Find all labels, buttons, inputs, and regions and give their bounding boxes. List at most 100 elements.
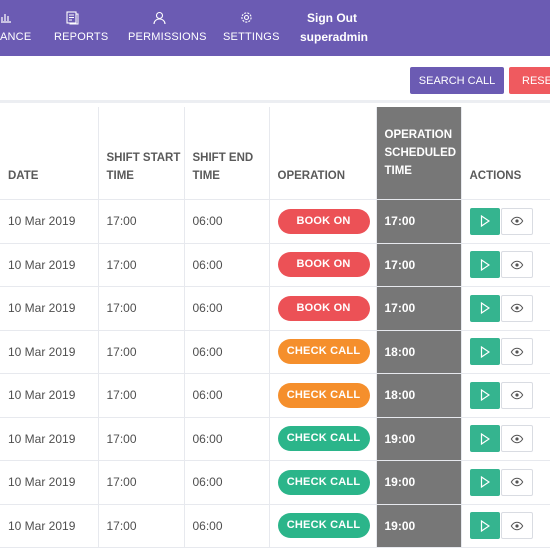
cell-operation: CHECK CALL: [269, 330, 377, 374]
cell-date: 10 Mar 2019: [0, 417, 99, 461]
cell-operation-scheduled-time: 17:00: [376, 199, 462, 244]
play-button[interactable]: [469, 468, 500, 496]
table-row: 10 Mar 2019 17:00 06:00 CHECK CALL 19:00: [0, 460, 550, 505]
operation-badge: CHECK CALL: [277, 339, 370, 365]
cell-shift-end: 06:00: [184, 373, 270, 418]
sign-out-area: Sign Out superadmin: [300, 0, 368, 56]
cell-operation: BOOK ON: [269, 243, 377, 287]
operation-badge: CHECK CALL: [277, 513, 370, 539]
operation-badge: BOOK ON: [277, 208, 370, 234]
nav-label-permissions: PERMISSIONS: [128, 31, 207, 43]
nav-item-settings[interactable]: SETTINGS: [223, 0, 279, 56]
sign-out-link[interactable]: Sign Out: [307, 11, 357, 25]
cell-shift-end: 06:00: [184, 286, 270, 331]
cell-date: 10 Mar 2019: [0, 243, 99, 287]
play-button[interactable]: [469, 294, 500, 322]
cell-shift-start: 17:00: [98, 417, 185, 461]
header-operation-scheduled-time: OPERATION SCHEDULED TIME: [376, 107, 462, 200]
header-operation: OPERATION: [269, 107, 377, 200]
cell-operation: CHECK CALL: [269, 417, 377, 461]
cell-shift-end: 06:00: [184, 460, 270, 505]
bar-chart-icon: [0, 11, 14, 25]
cell-operation: CHECK CALL: [269, 460, 377, 505]
view-button[interactable]: [500, 512, 533, 540]
view-button[interactable]: [500, 468, 533, 496]
nav-label-performance: ANCE: [0, 31, 32, 43]
document-icon: [66, 11, 80, 25]
cell-shift-end: 06:00: [184, 417, 270, 461]
header-shift-end: SHIFT END TIME: [184, 107, 270, 200]
play-button[interactable]: [469, 512, 500, 540]
cell-shift-end: 06:00: [184, 199, 270, 244]
cell-shift-start: 17:00: [98, 460, 185, 505]
cell-actions: [461, 199, 550, 244]
cell-operation-scheduled-time: 17:00: [376, 243, 462, 287]
view-button[interactable]: [500, 207, 533, 235]
operation-badge: CHECK CALL: [277, 469, 370, 495]
nav-label-settings: SETTINGS: [223, 31, 280, 43]
cell-operation-scheduled-time: 18:00: [376, 330, 462, 374]
top-nav-bar: ANCE REPORTS PERMISSIONS SETTINGS Sign O…: [0, 0, 550, 56]
cell-date: 10 Mar 2019: [0, 199, 99, 244]
cell-actions: [461, 243, 550, 287]
cell-shift-start: 17:00: [98, 373, 185, 418]
play-button[interactable]: [469, 425, 500, 453]
cell-shift-start: 17:00: [98, 243, 185, 287]
cell-shift-start: 17:00: [98, 199, 185, 244]
cell-actions: [461, 330, 550, 374]
operation-badge: CHECK CALL: [277, 426, 370, 452]
search-call-button[interactable]: SEARCH CALL: [410, 67, 504, 94]
view-button[interactable]: [500, 381, 533, 409]
header-actions: ACTIONS: [461, 107, 550, 200]
cell-shift-end: 06:00: [184, 504, 270, 548]
cell-actions: [461, 373, 550, 418]
gear-icon: [240, 11, 254, 25]
reset-button[interactable]: RESET: [509, 67, 550, 94]
operation-badge: BOOK ON: [277, 252, 370, 278]
calls-table-container: DATE SHIFT START TIME SHIFT END TIME OPE…: [0, 107, 550, 550]
operation-badge: BOOK ON: [277, 295, 370, 321]
play-button[interactable]: [469, 338, 500, 366]
header-date: DATE: [0, 107, 99, 200]
cell-operation: CHECK CALL: [269, 504, 377, 548]
cell-operation-scheduled-time: 18:00: [376, 373, 462, 418]
play-button[interactable]: [469, 207, 500, 235]
nav-item-performance[interactable]: ANCE: [0, 0, 40, 56]
cell-date: 10 Mar 2019: [0, 373, 99, 418]
user-icon: [153, 11, 167, 25]
cell-operation-scheduled-time: 17:00: [376, 286, 462, 331]
cell-shift-end: 06:00: [184, 243, 270, 287]
cell-shift-start: 17:00: [98, 330, 185, 374]
cell-operation-scheduled-time: 19:00: [376, 417, 462, 461]
nav-label-reports: REPORTS: [54, 31, 109, 43]
nav-item-reports[interactable]: REPORTS: [54, 0, 108, 56]
cell-date: 10 Mar 2019: [0, 460, 99, 505]
cell-actions: [461, 286, 550, 331]
cell-shift-end: 06:00: [184, 330, 270, 374]
table-header-row: DATE SHIFT START TIME SHIFT END TIME OPE…: [0, 107, 550, 200]
cell-operation-scheduled-time: 19:00: [376, 460, 462, 505]
nav-item-permissions[interactable]: PERMISSIONS: [128, 0, 206, 56]
table-row: 10 Mar 2019 17:00 06:00 CHECK CALL 18:00: [0, 330, 550, 374]
calls-table: DATE SHIFT START TIME SHIFT END TIME OPE…: [0, 107, 550, 548]
table-row: 10 Mar 2019 17:00 06:00 CHECK CALL 19:00: [0, 417, 550, 461]
table-row: 10 Mar 2019 17:00 06:00 BOOK ON 17:00: [0, 286, 550, 331]
view-button[interactable]: [500, 425, 533, 453]
cell-actions: [461, 460, 550, 505]
cell-date: 10 Mar 2019: [0, 504, 99, 548]
username-label: superadmin: [300, 30, 369, 44]
cell-operation: CHECK CALL: [269, 373, 377, 418]
view-button[interactable]: [500, 294, 533, 322]
table-row: 10 Mar 2019 17:00 06:00 BOOK ON 17:00: [0, 243, 550, 287]
table-row: 10 Mar 2019 17:00 06:00 CHECK CALL 19:00: [0, 504, 550, 548]
play-button[interactable]: [469, 251, 500, 279]
cell-shift-start: 17:00: [98, 286, 185, 331]
table-row: 10 Mar 2019 17:00 06:00 BOOK ON 17:00: [0, 199, 550, 244]
play-button[interactable]: [469, 381, 500, 409]
view-button[interactable]: [500, 338, 533, 366]
view-button[interactable]: [500, 251, 533, 279]
cell-operation-scheduled-time: 19:00: [376, 504, 462, 548]
cell-operation: BOOK ON: [269, 286, 377, 331]
table-row: 10 Mar 2019 17:00 06:00 CHECK CALL 18:00: [0, 373, 550, 418]
cell-shift-start: 17:00: [98, 504, 185, 548]
